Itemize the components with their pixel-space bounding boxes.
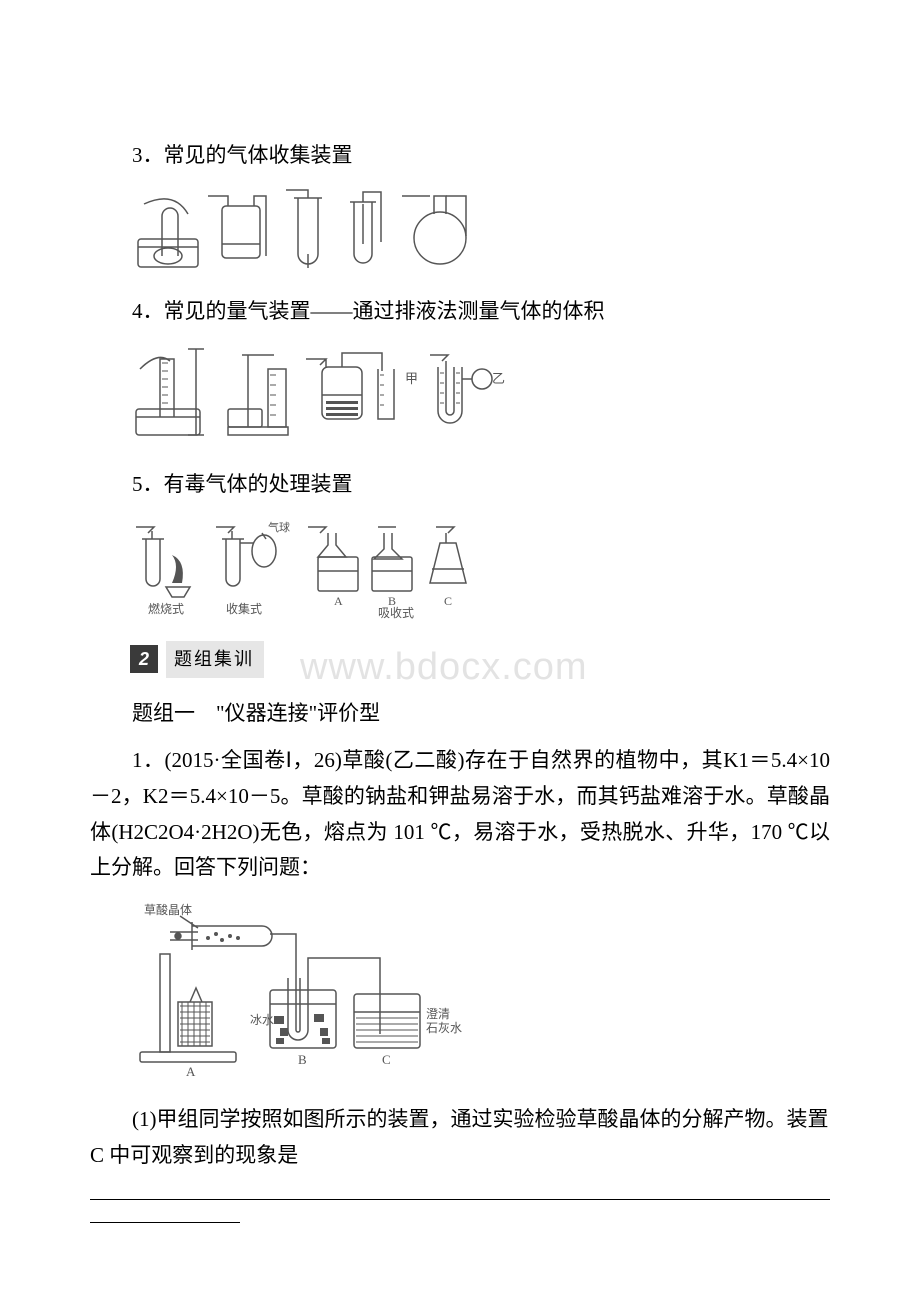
watermark: www.bdocx.com <box>300 635 588 700</box>
diagram-oxalic-apparatus: 草酸晶体 冰水 <box>130 894 830 1084</box>
diagram-gas-collection <box>130 184 830 276</box>
svg-text:B: B <box>298 1052 307 1067</box>
section-3-title: 3．常见的气体收集装置 <box>90 138 830 174</box>
svg-text:气球: 气球 <box>268 520 290 534</box>
problem-1-intro: 1．(2015·全国卷Ⅰ，26)草酸(乙二酸)存在于自然界的植物中，其K1＝5.… <box>90 743 830 886</box>
svg-text:C: C <box>382 1052 391 1067</box>
svg-text:草酸晶体: 草酸晶体 <box>144 902 192 917</box>
section-4-title: 4．常见的量气装置——通过排液法测量气体的体积 <box>90 294 830 330</box>
svg-text:燃烧式: 燃烧式 <box>148 601 184 616</box>
badge-text: 题组集训 <box>166 641 264 678</box>
badge-number: 2 <box>130 645 158 673</box>
answer-blank-short <box>90 1222 240 1223</box>
diagram-toxic-gas: 燃烧式 气球 收集式 A <box>130 513 830 623</box>
svg-text:A: A <box>334 594 343 608</box>
section-5-title: 5．有毒气体的处理装置 <box>90 467 830 503</box>
group-1-title: 题组一 "仪器连接"评价型 <box>90 696 830 732</box>
svg-text:石灰水: 石灰水 <box>426 1021 462 1035</box>
section-badge: 2 题组集训 www.bdocx.com <box>130 641 830 678</box>
problem-1-q1: (1)甲组同学按照如图所示的装置，通过实验检验草酸晶体的分解产物。装置 C 中可… <box>90 1102 830 1173</box>
svg-text:冰水: 冰水 <box>250 1013 274 1027</box>
svg-text:A: A <box>186 1064 196 1079</box>
svg-text:收集式: 收集式 <box>226 601 262 616</box>
svg-text:乙: 乙 <box>492 371 505 386</box>
diagram-gas-measure: 甲 乙 <box>130 339 830 449</box>
svg-text:澄清: 澄清 <box>426 1006 450 1021</box>
svg-text:甲: 甲 <box>405 371 418 386</box>
svg-text:C: C <box>444 594 452 608</box>
answer-blank-long <box>90 1199 830 1200</box>
svg-text:吸收式: 吸收式 <box>378 606 414 620</box>
